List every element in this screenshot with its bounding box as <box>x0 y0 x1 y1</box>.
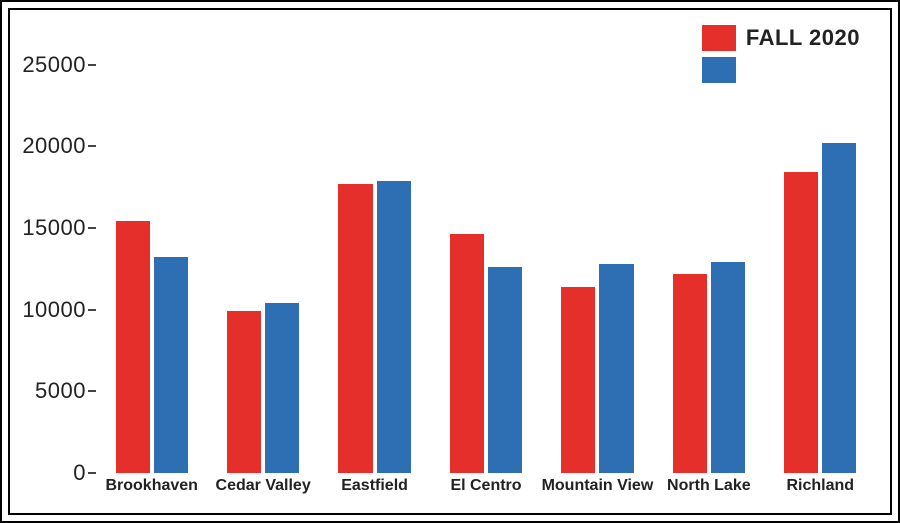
bar <box>711 262 745 473</box>
y-tick-label: 0 <box>73 460 86 486</box>
legend-label: FALL 2020 <box>746 25 860 51</box>
y-tick-mark <box>88 64 96 66</box>
chart-legend: FALL 2020 <box>702 22 860 86</box>
bar <box>377 181 411 473</box>
category-label: North Lake <box>667 477 751 495</box>
y-tick-mark <box>88 227 96 229</box>
bar <box>599 264 633 473</box>
y-tick-label: 5000 <box>35 378 86 404</box>
y-tick-mark <box>88 472 96 474</box>
legend-row: FALL 2020 <box>702 22 860 54</box>
bar <box>822 143 856 473</box>
y-tick-label: 15000 <box>22 215 86 241</box>
bar <box>154 257 188 473</box>
legend-row <box>702 54 860 86</box>
bar <box>673 274 707 473</box>
category-label: Cedar Valley <box>216 477 311 495</box>
bar <box>561 287 595 473</box>
bar <box>338 184 372 473</box>
y-tick-mark <box>88 390 96 392</box>
category-label: El Centro <box>450 477 521 495</box>
legend-swatch <box>702 57 736 83</box>
bar <box>488 267 522 473</box>
category-label: Eastfield <box>341 477 408 495</box>
bar <box>450 234 484 473</box>
y-tick-label: 25000 <box>22 52 86 78</box>
y-tick-label: 20000 <box>22 133 86 159</box>
category-label: Brookhaven <box>105 477 197 495</box>
chart-inner-frame: 0 5000 10000 15000 20000 25000 Brookhaven Cedar… <box>8 8 892 515</box>
chart-outer-frame: 0 5000 10000 15000 20000 25000 Brookhaven Cedar… <box>0 0 900 523</box>
y-tick-mark <box>88 309 96 311</box>
category-label: Richland <box>787 477 855 495</box>
legend-swatch <box>702 25 736 51</box>
bar <box>784 172 818 473</box>
y-tick-label: 10000 <box>22 297 86 323</box>
category-label: Mountain View <box>542 477 654 495</box>
bar <box>265 303 299 473</box>
bar <box>116 221 150 473</box>
bar <box>227 311 261 473</box>
y-tick-mark <box>88 145 96 147</box>
chart-plot-area: 0500010000150002000025000BrookhavenCedar… <box>96 40 876 473</box>
